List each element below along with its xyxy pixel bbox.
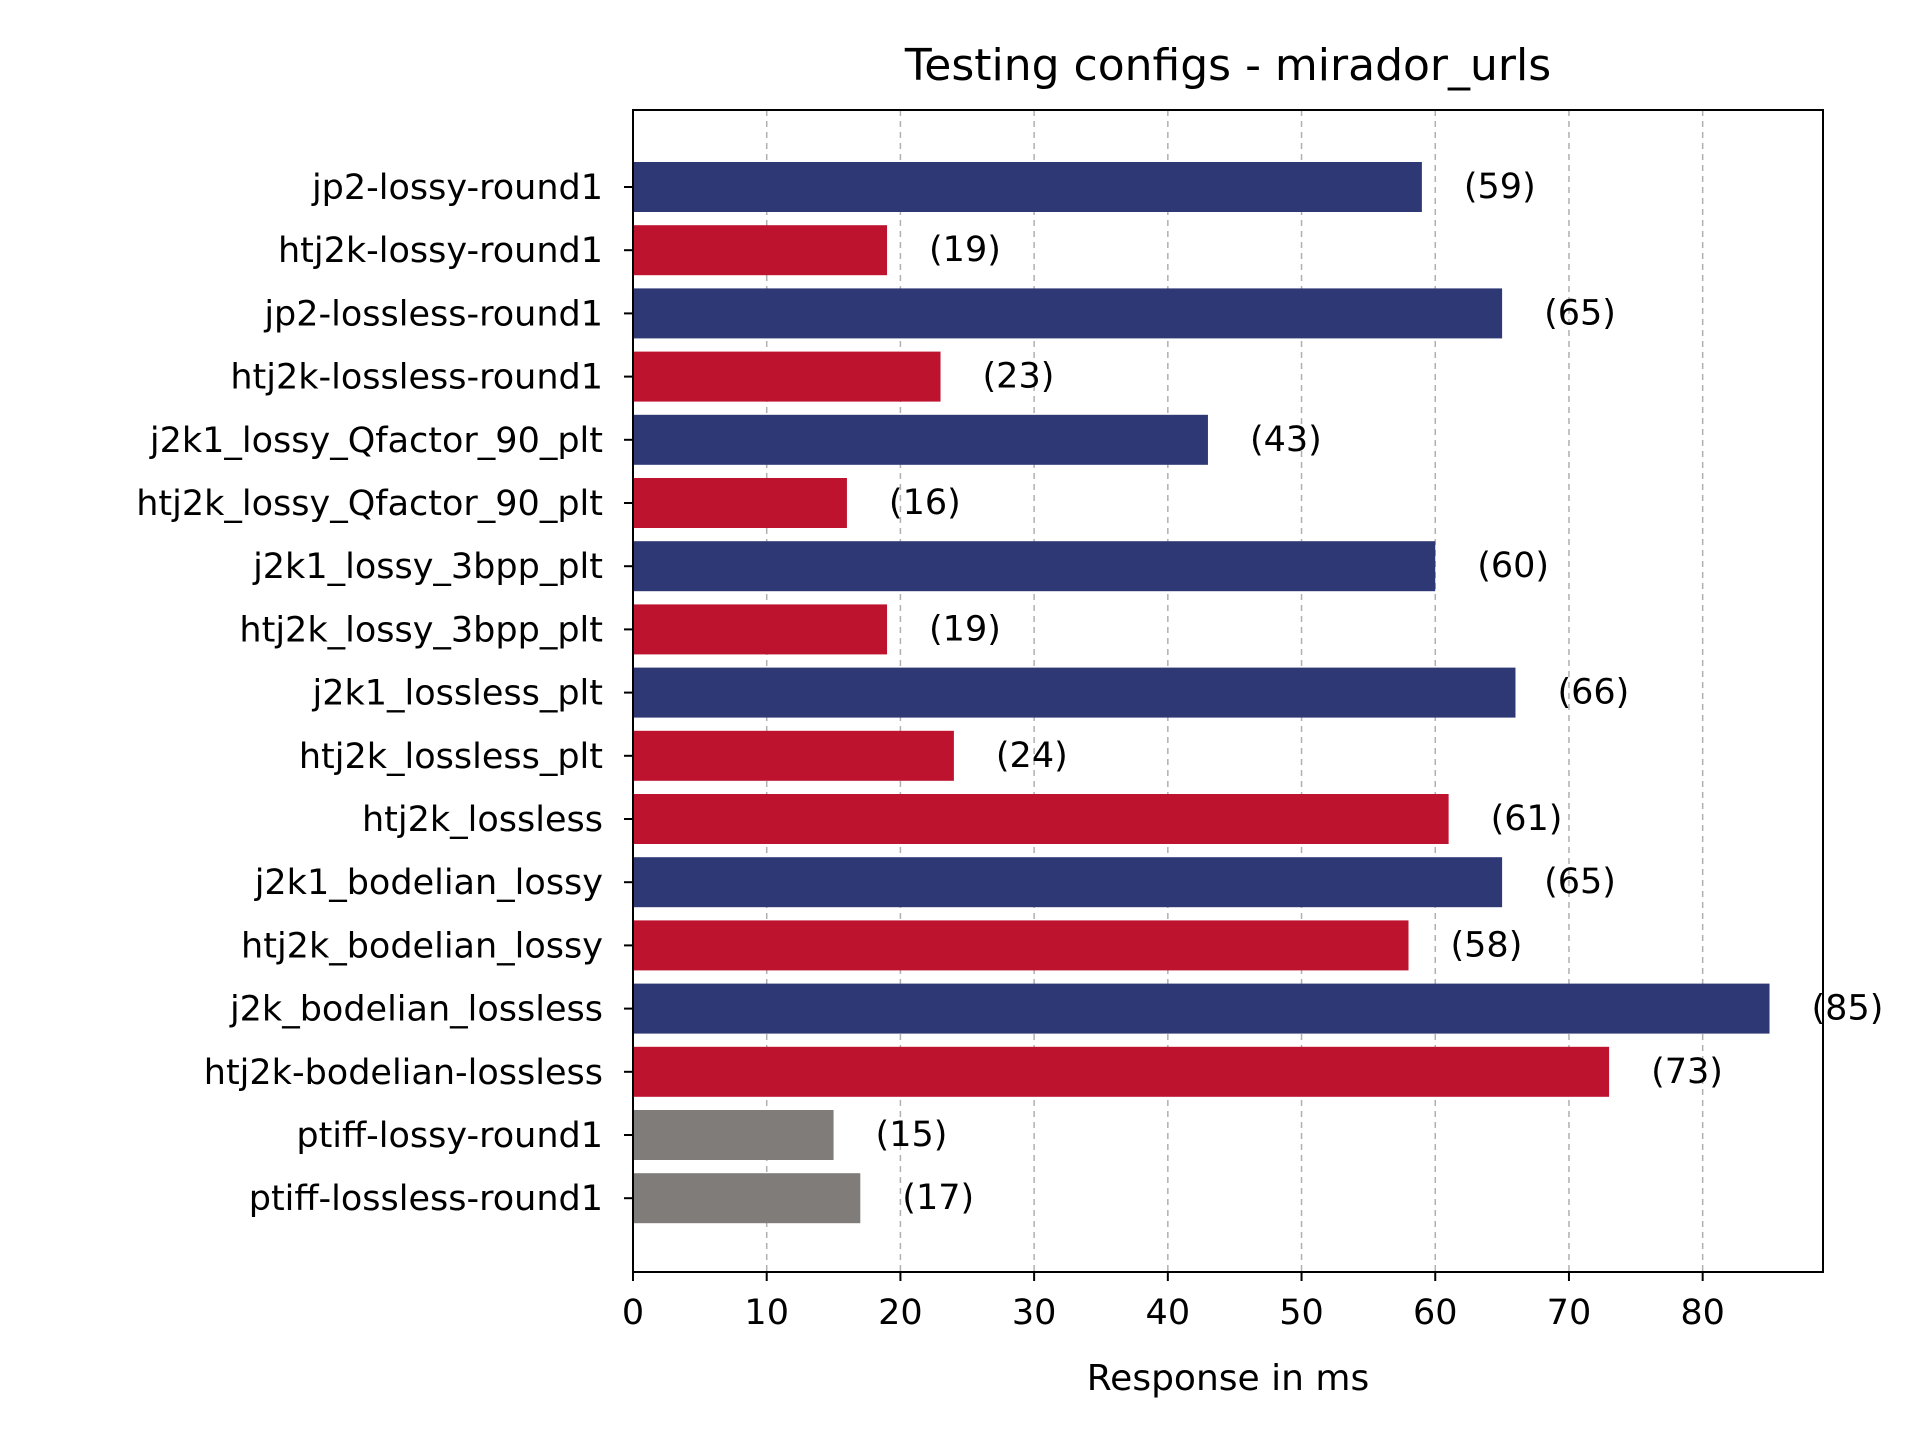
bar-htj2k_lossless_plt xyxy=(633,730,954,781)
value-labels: (59) (19) (65) (23) (43) (16) (60) (19) (66) (24)… xyxy=(876,167,1884,1218)
bar-ptiff-lossy-round1 xyxy=(633,1110,834,1160)
value-label: (19) xyxy=(929,609,1001,649)
bar-htj2k-bodelian-lossless xyxy=(633,1046,1610,1097)
x-tick-label: 40 xyxy=(1146,1293,1191,1333)
value-label: (65) xyxy=(1544,293,1616,333)
category-label: htj2k-bodelian-lossless xyxy=(204,1053,603,1093)
plot-frame xyxy=(632,109,1824,1273)
category-label: j2k1_bodelian_lossy xyxy=(254,863,603,903)
category-label: htj2k_lossy_3bpp_plt xyxy=(239,610,603,650)
x-tick-label: 50 xyxy=(1279,1293,1324,1333)
value-label: (16) xyxy=(889,483,961,523)
value-label: (19) xyxy=(929,230,1001,270)
category-label: jp2-lossy-round1 xyxy=(311,168,603,208)
bar-htj2k_lossy_Qfactor_90_plt xyxy=(633,478,847,528)
bar-j2k1_lossy_Qfactor_90_plt xyxy=(633,414,1208,465)
category-label: ptiff-lossy-round1 xyxy=(296,1116,603,1156)
value-label: (60) xyxy=(1477,546,1549,586)
value-label: (58) xyxy=(1451,925,1523,965)
category-label: j2k1_lossless_plt xyxy=(311,674,603,714)
category-label: htj2k_lossy_Qfactor_90_plt xyxy=(136,484,603,524)
category-label: htj2k_bodelian_lossy xyxy=(241,926,603,966)
category-label: htj2k-lossy-round1 xyxy=(278,231,603,271)
category-label: htj2k-lossless-round1 xyxy=(230,358,603,398)
category-label: ptiff-lossless-round1 xyxy=(249,1179,603,1219)
value-label: (23) xyxy=(983,357,1055,397)
bar-htj2k_lossless xyxy=(633,794,1449,844)
category-label: htj2k_lossless_plt xyxy=(299,737,603,777)
category-label: htj2k_lossless xyxy=(362,800,603,840)
category-label: j2k1_lossy_Qfactor_90_plt xyxy=(149,421,603,461)
axes: jp2-lossy-round1 htj2k-lossy-round1 jp2-lo… xyxy=(136,109,1824,1333)
value-label: (61) xyxy=(1491,799,1563,839)
bars xyxy=(633,162,1770,1224)
bar-htj2k-lossless-round1 xyxy=(633,351,941,402)
category-label: jp2-lossless-round1 xyxy=(263,294,603,334)
x-tick-label: 30 xyxy=(1012,1293,1057,1333)
value-label: (65) xyxy=(1544,862,1616,902)
chart-title: Testing configs - mirador_urls xyxy=(904,40,1551,91)
x-axis-label: Response in ms xyxy=(1087,1358,1369,1399)
bar-jp2-lossy-round1 xyxy=(633,162,1422,212)
x-tick-label: 60 xyxy=(1413,1293,1458,1333)
bar-j2k1_lossless_plt xyxy=(633,667,1516,718)
value-label: (43) xyxy=(1250,420,1322,460)
value-label: (17) xyxy=(902,1178,974,1218)
x-tick-label: 20 xyxy=(878,1293,923,1333)
bar-j2k1_lossy_3bpp_plt xyxy=(633,541,1436,592)
bar-jp2-lossless-round1 xyxy=(633,288,1503,339)
bar-j2k1_bodelian_lossy xyxy=(633,857,1503,908)
x-tick-label: 70 xyxy=(1547,1293,1592,1333)
value-label: (59) xyxy=(1464,167,1536,207)
bar-htj2k_lossy_3bpp_plt xyxy=(633,604,888,655)
value-label: (24) xyxy=(996,736,1068,776)
bar-j2k_bodelian_lossless xyxy=(633,983,1770,1034)
value-label: (15) xyxy=(876,1115,948,1155)
bar-ptiff-lossless-round1 xyxy=(633,1173,861,1224)
category-label: j2k1_lossy_3bpp_plt xyxy=(252,547,603,587)
bar-htj2k-lossy-round1 xyxy=(633,225,888,276)
value-label: (66) xyxy=(1557,673,1629,713)
x-tick-label: 0 xyxy=(622,1293,644,1333)
x-tick-label: 80 xyxy=(1680,1293,1725,1333)
x-tick-label: 10 xyxy=(744,1293,789,1333)
value-label: (73) xyxy=(1651,1052,1723,1092)
bar-htj2k_bodelian_lossy xyxy=(633,920,1409,971)
category-label: j2k_bodelian_lossless xyxy=(229,990,603,1030)
